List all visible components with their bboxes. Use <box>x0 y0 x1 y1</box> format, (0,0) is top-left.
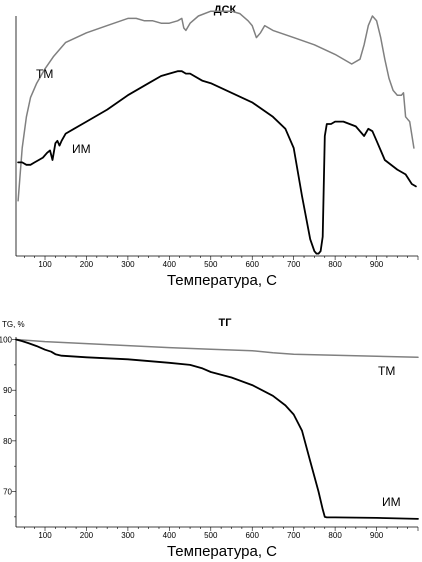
tg-x-tick-label: 400 <box>163 531 177 540</box>
dsc-x-tick-label: 900 <box>370 260 384 269</box>
dsc-x-tick-label: 800 <box>328 260 342 269</box>
dsc-series-line-im <box>17 70 417 255</box>
tg-series-label-im: ИМ <box>382 495 401 509</box>
tg-x-tick-label: 500 <box>204 531 218 540</box>
tg-series-line-tm <box>15 338 419 359</box>
dsc-chart-title: ДСК <box>214 4 237 16</box>
tg-plot-area: 100 200 300 400 500 600 700 800 900 70 80 90 100 <box>0 336 419 540</box>
tg-y-axis-label: TG, % <box>2 320 25 329</box>
tg-x-tick-label: 700 <box>287 531 301 540</box>
tg-y-tick-label: 90 <box>3 386 12 395</box>
dsc-series-label-im: ИМ <box>72 142 91 156</box>
tg-x-tick-label: 800 <box>328 531 342 540</box>
tg-chart: ТГ TG, % 100 200 300 400 500 600 700 800 900 70 80… <box>0 317 419 560</box>
tg-y-tick-label: 70 <box>3 488 12 497</box>
dsc-x-tick-label: 400 <box>163 260 177 269</box>
dsc-x-tick-label: 300 <box>121 260 135 269</box>
dsc-x-tick-label: 700 <box>287 260 301 269</box>
tg-series-label-tm: ТМ <box>378 364 395 378</box>
tg-series-line-im <box>15 338 419 520</box>
tg-x-tick-label: 300 <box>121 531 135 540</box>
dsc-x-tick-label: 200 <box>80 260 94 269</box>
tg-x-tick-label: 900 <box>370 531 384 540</box>
tg-x-tick-label: 100 <box>38 531 52 540</box>
dsc-x-axis-label: Температура, С <box>167 272 277 289</box>
dsc-x-tick-label: 600 <box>246 260 260 269</box>
tg-chart-title: ТГ <box>219 317 233 329</box>
dsc-series-line-tm <box>17 10 415 202</box>
dsc-series-labels: ТМ ИМ <box>36 67 91 156</box>
dsc-plot-area: 100 200 300 400 500 600 700 800 900 <box>15 10 419 269</box>
tg-y-tick-label: 100 <box>0 336 13 345</box>
dsc-chart: ДСК 100 200 300 400 500 600 700 800 900 ТМ ИМ Те… <box>15 4 419 289</box>
dsc-x-tick-label: 100 <box>38 260 52 269</box>
tg-y-tick-label: 80 <box>3 437 12 446</box>
tg-x-axis-label: Температура, С <box>167 543 277 560</box>
dsc-series-label-tm: ТМ <box>36 67 53 81</box>
tg-series-labels: ТМ ИМ <box>378 364 401 509</box>
dsc-x-tick-label: 500 <box>204 260 218 269</box>
tg-x-tick-label: 600 <box>246 531 260 540</box>
tg-x-tick-label: 200 <box>80 531 94 540</box>
